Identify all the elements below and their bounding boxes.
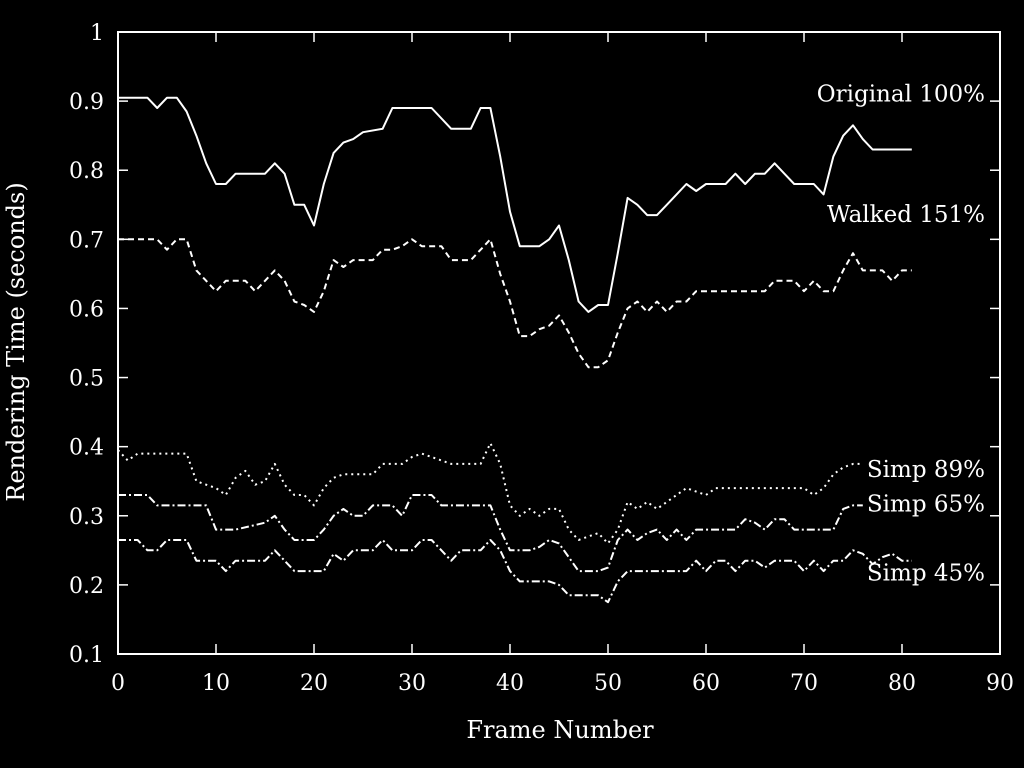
x-tick-label: 80 bbox=[888, 671, 916, 696]
series-labels: Original 100% Walked 151% Simp 89% Simp 65%… bbox=[817, 82, 985, 587]
series-label: Walked 151% bbox=[827, 202, 985, 228]
series-line bbox=[118, 96, 912, 313]
y-tick-label: 0.9 bbox=[69, 90, 104, 115]
plot-border bbox=[117, 31, 1001, 655]
x-tick-label: 20 bbox=[300, 671, 328, 696]
x-tick-label: 30 bbox=[398, 671, 426, 696]
y-tick-label: 0.1 bbox=[69, 643, 104, 668]
series-label: Simp 89% bbox=[867, 457, 985, 483]
series-line bbox=[117, 442, 863, 545]
series-label: Simp 45% bbox=[867, 560, 985, 586]
plot-frame bbox=[117, 31, 1001, 655]
x-tick-label: 60 bbox=[692, 671, 720, 696]
y-tick-label: 0.3 bbox=[69, 505, 104, 530]
series-lines bbox=[117, 96, 912, 604]
x-tick-label: 10 bbox=[202, 671, 230, 696]
y-tick-label: 0.6 bbox=[69, 297, 104, 322]
x-axis-title: Frame Number bbox=[466, 716, 654, 744]
series-label: Simp 65% bbox=[867, 491, 985, 517]
y-tick-label: 1 bbox=[90, 21, 104, 46]
y-tick-label: 0.7 bbox=[69, 228, 104, 253]
series-label: Original 100% bbox=[817, 82, 985, 108]
x-tick-label: 40 bbox=[496, 671, 524, 696]
series-line bbox=[118, 494, 863, 573]
series-line bbox=[118, 539, 912, 604]
x-tick-label: 0 bbox=[111, 671, 125, 696]
x-tick-label: 50 bbox=[594, 671, 622, 696]
y-tick-label: 0.5 bbox=[69, 367, 104, 392]
y-tick-label: 0.4 bbox=[69, 436, 104, 461]
y-axis-title: Rendering Time (seconds) bbox=[2, 182, 30, 501]
y-tick-label: 0.2 bbox=[69, 574, 104, 599]
x-tick-label: 90 bbox=[986, 671, 1014, 696]
series-line bbox=[118, 238, 912, 369]
axis-ticks bbox=[117, 31, 1001, 655]
y-tick-label: 0.8 bbox=[69, 159, 104, 184]
tick-labels: 0 10 20 30 40 50 60 70 80 90 0.1 0.2 0.3 0.4 0.5 0.6 0.7… bbox=[69, 21, 1014, 696]
x-tick-label: 70 bbox=[790, 671, 818, 696]
